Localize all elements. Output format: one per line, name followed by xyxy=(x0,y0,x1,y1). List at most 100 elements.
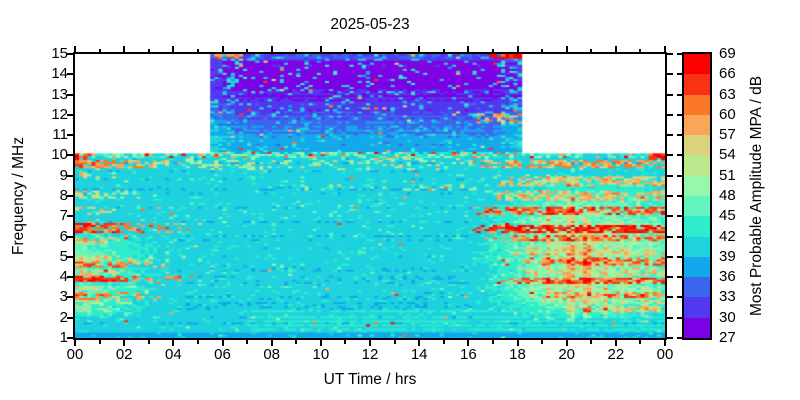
y-major-tick xyxy=(67,296,73,299)
x-axis-label: UT Time / hrs xyxy=(323,371,417,388)
x-minor-tick xyxy=(147,340,150,344)
colorbar-tick xyxy=(677,195,682,197)
x-minor-tick xyxy=(541,48,544,52)
colorbar-segment xyxy=(684,216,710,237)
x-major-tick xyxy=(270,340,273,346)
colorbar-segment xyxy=(684,74,710,95)
y-major-tick xyxy=(667,195,673,197)
colorbar-tick xyxy=(677,113,682,116)
x-tick-label: 08 xyxy=(263,346,280,363)
x-minor-tick xyxy=(246,48,249,52)
colorbar-tick-label: 30 xyxy=(719,308,736,326)
colorbar-tick xyxy=(677,276,682,279)
x-major-tick xyxy=(123,46,126,52)
x-major-tick xyxy=(172,46,175,52)
x-tick-label: 18 xyxy=(509,346,526,363)
colorbar-tick-label: 63 xyxy=(719,85,736,103)
x-minor-tick xyxy=(590,340,593,344)
colorbar-segment xyxy=(684,196,710,217)
y-tick-label: 6 xyxy=(59,227,68,245)
colorbar-tick xyxy=(677,154,682,157)
colorbar-tick-label: 39 xyxy=(719,247,736,265)
x-major-tick xyxy=(418,46,421,52)
y-tick-label: 14 xyxy=(51,65,68,83)
y-major-tick xyxy=(667,113,673,116)
x-tick-label: 00 xyxy=(66,346,84,363)
x-major-tick xyxy=(467,46,470,52)
colorbar-segment xyxy=(684,317,710,338)
y-tick-label: 4 xyxy=(59,268,68,286)
colorbar-tick-label: 48 xyxy=(719,187,736,204)
y-major-tick xyxy=(67,337,73,339)
colorbar-segment xyxy=(684,114,710,136)
y-major-tick xyxy=(667,93,673,96)
x-major-tick xyxy=(319,46,322,52)
colorbar-tick-label: 36 xyxy=(719,268,736,286)
y-major-tick xyxy=(67,73,73,76)
x-major-tick xyxy=(74,46,76,52)
plot-area xyxy=(73,52,667,340)
colorbar-tick xyxy=(677,255,682,258)
y-major-tick xyxy=(67,174,73,177)
x-minor-tick xyxy=(196,48,199,52)
x-major-tick xyxy=(369,340,371,346)
colorbar-tick xyxy=(677,337,682,339)
x-minor-tick xyxy=(98,340,101,344)
x-major-tick xyxy=(319,340,322,346)
x-tick-label: 16 xyxy=(459,346,477,363)
x-tick-label: 02 xyxy=(115,346,133,363)
colorbar-segment xyxy=(684,277,710,298)
colorbar-segment xyxy=(684,155,710,176)
y-major-tick xyxy=(67,53,73,55)
x-major-tick xyxy=(565,46,568,52)
y-major-tick xyxy=(667,134,673,137)
colorbar-tick xyxy=(677,73,682,76)
y-major-tick xyxy=(667,174,673,177)
colorbar-segment xyxy=(684,175,710,197)
y-major-tick xyxy=(667,73,673,76)
y-tick-label: 3 xyxy=(59,288,68,306)
colorbar-tick-label: 57 xyxy=(719,126,736,144)
y-major-tick xyxy=(667,296,673,299)
colorbar-segment xyxy=(684,54,710,75)
colorbar-tick xyxy=(677,174,682,177)
y-major-tick xyxy=(667,337,673,339)
x-major-tick xyxy=(467,340,470,346)
colorbar-tick xyxy=(677,316,682,319)
y-major-tick xyxy=(67,195,73,197)
colorbar-tick-label: 54 xyxy=(719,146,736,164)
x-minor-tick xyxy=(442,48,445,52)
x-tick-label: 04 xyxy=(164,346,182,363)
x-minor-tick xyxy=(147,48,150,52)
y-tick-label: 2 xyxy=(59,308,68,326)
colorbar-tick-label: 51 xyxy=(719,166,736,184)
y-major-tick xyxy=(667,235,673,238)
colorbar-tick xyxy=(677,296,682,299)
y-major-tick xyxy=(67,134,73,137)
y-major-tick xyxy=(67,235,73,238)
colorbar-tick-label: 42 xyxy=(719,227,736,245)
x-major-tick xyxy=(369,46,371,52)
y-tick-label: 12 xyxy=(51,105,68,123)
x-minor-tick xyxy=(295,48,298,52)
colorbar-tick-label: 66 xyxy=(719,65,736,83)
y-major-tick xyxy=(667,276,673,279)
x-tick-label: 20 xyxy=(558,346,575,363)
y-major-tick xyxy=(67,276,73,279)
colorbar-tick xyxy=(677,93,682,96)
y-major-tick xyxy=(667,215,673,218)
y-tick-label: 5 xyxy=(59,247,68,265)
x-major-tick xyxy=(565,340,568,346)
x-tick-label: 22 xyxy=(607,346,625,363)
heatmap-canvas xyxy=(75,54,665,338)
chart-title: 2025-05-23 xyxy=(330,16,410,33)
colorbar-tick-label: 69 xyxy=(719,45,736,62)
colorbar-segment xyxy=(684,297,710,318)
y-tick-label: 7 xyxy=(59,207,68,225)
colorbar-segment xyxy=(684,135,710,156)
x-major-tick xyxy=(221,340,224,346)
y-tick-label: 10 xyxy=(51,146,68,164)
y-major-tick xyxy=(667,154,673,157)
y-tick-label: 8 xyxy=(59,187,68,204)
